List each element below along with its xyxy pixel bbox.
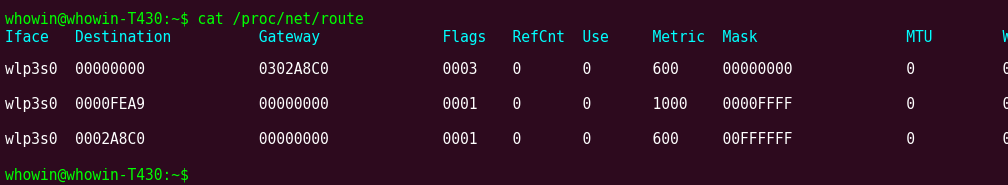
Text: whowin@whowin-T430:~$: whowin@whowin-T430:~$ [5,168,198,183]
Text: wlp3s0  00000000             0302A8C0             0003    0       0       600   : wlp3s0 00000000 0302A8C0 0003 0 0 600 [5,62,1008,77]
Text: wlp3s0  0000FEA9             00000000             0001    0       0       1000  : wlp3s0 0000FEA9 00000000 0001 0 0 1000 [5,97,1008,112]
Text: wlp3s0  0002A8C0             00000000             0001    0       0       600   : wlp3s0 0002A8C0 00000000 0001 0 0 600 [5,132,1008,147]
Text: Iface   Destination          Gateway              Flags   RefCnt  Use     Metric: Iface Destination Gateway Flags RefCnt U… [5,30,1008,45]
Text: whowin@whowin-T430:~$ cat /proc/net/route: whowin@whowin-T430:~$ cat /proc/net/rout… [5,12,364,27]
